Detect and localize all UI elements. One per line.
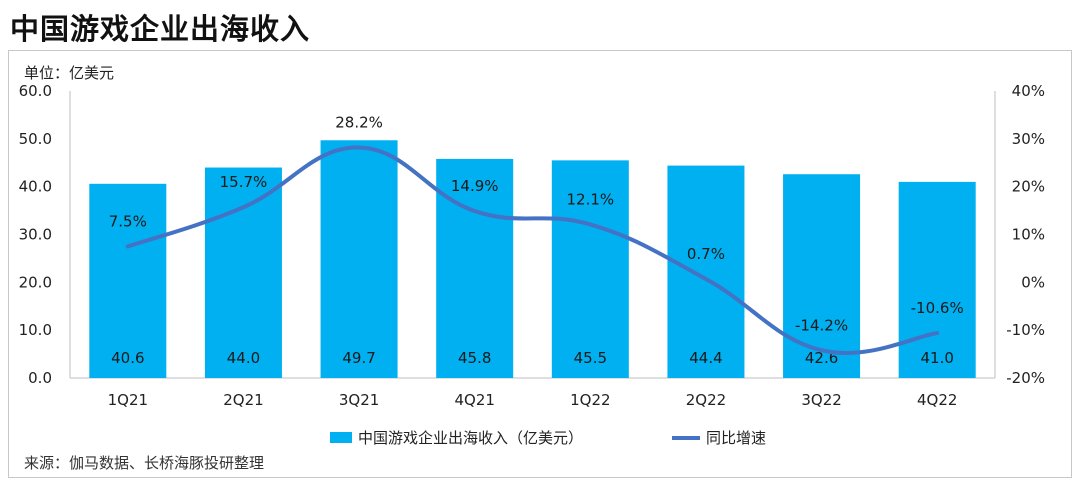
- y2-tick-label: 10%: [1012, 226, 1045, 244]
- y2-tick-label: 20%: [1012, 178, 1045, 196]
- x-tick-label: 2Q22: [686, 391, 726, 409]
- bar: [667, 165, 745, 378]
- bar-value-label: 45.5: [574, 349, 607, 367]
- bar-value-label: 49.7: [342, 349, 375, 367]
- x-tick-label: 1Q21: [108, 391, 148, 409]
- growth-value-label: -10.6%: [911, 299, 964, 317]
- y-tick-label: 30.0: [19, 226, 52, 244]
- chart-title: 中国游戏企业出海收入: [10, 12, 311, 46]
- bar-value-label: 44.4: [689, 349, 722, 367]
- bar-value-label: 41.0: [920, 349, 953, 367]
- legend-bar-swatch: [330, 432, 352, 443]
- growth-value-label: -14.2%: [795, 316, 848, 334]
- y-tick-label: 40.0: [19, 178, 52, 196]
- x-tick-label: 4Q21: [454, 391, 494, 409]
- x-tick-label: 3Q22: [801, 391, 841, 409]
- growth-value-label: 15.7%: [220, 173, 268, 191]
- y-tick-label: 20.0: [19, 273, 52, 291]
- y-tick-label: 0.0: [28, 369, 52, 387]
- x-tick-label: 1Q22: [570, 391, 610, 409]
- bar-value-label: 45.8: [458, 349, 491, 367]
- growth-line: [125, 145, 940, 355]
- bar-value-label: 44.0: [227, 349, 260, 367]
- growth-value-label: 28.2%: [335, 113, 383, 131]
- bar-value-label: 40.6: [111, 349, 144, 367]
- growth-value-label: 14.9%: [451, 177, 499, 195]
- growth-value-label: 7.5%: [109, 212, 147, 230]
- unit-label: 单位：亿美元: [24, 64, 115, 82]
- x-tick-label: 3Q21: [339, 391, 379, 409]
- y-tick-label: 60.0: [19, 82, 52, 100]
- y-tick-label: 50.0: [19, 130, 52, 148]
- y2-tick-label: -10%: [1006, 321, 1045, 339]
- source-note: 来源：伽马数据、长桥海豚投研整理: [24, 454, 265, 472]
- bar: [320, 140, 398, 378]
- y2-tick-label: 40%: [1012, 82, 1045, 100]
- legend-line-label: 同比增速: [706, 429, 766, 447]
- y2-tick-label: -20%: [1006, 369, 1045, 387]
- y2-tick-label: 30%: [1012, 130, 1045, 148]
- x-tick-label: 2Q21: [223, 391, 263, 409]
- bar: [436, 158, 514, 378]
- bar: [551, 160, 629, 378]
- bar: [204, 167, 282, 378]
- growth-value-label: 0.7%: [687, 245, 725, 263]
- x-tick-label: 4Q22: [917, 391, 957, 409]
- growth-value-label: 12.1%: [566, 190, 614, 208]
- bar: [89, 183, 167, 378]
- bar: [783, 174, 861, 378]
- bar: [898, 181, 976, 378]
- y2-tick-label: 0%: [1021, 273, 1045, 291]
- legend-bar-label: 中国游戏企业出海收入（亿美元）: [358, 429, 583, 447]
- y-tick-label: 10.0: [19, 321, 52, 339]
